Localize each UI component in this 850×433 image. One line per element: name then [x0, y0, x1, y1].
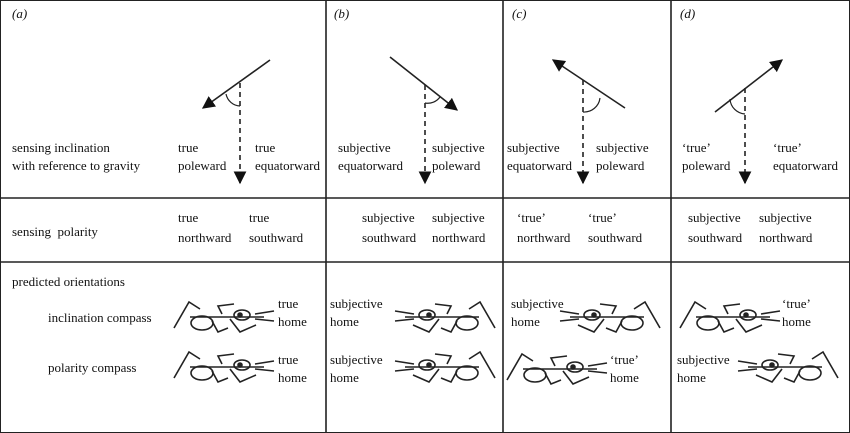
panel-label: (d)	[680, 6, 695, 21]
row-label: predicted orientations	[12, 274, 125, 289]
home-label: subjective	[330, 352, 383, 367]
cell-label: equatorward	[773, 158, 838, 173]
animal	[737, 351, 839, 383]
home-label: subjective	[330, 296, 383, 311]
home-label: ‘true’	[610, 352, 639, 367]
cell-label: true	[178, 140, 198, 155]
panel-label: (a)	[12, 6, 27, 21]
cell-label: northward	[759, 230, 813, 245]
animal	[173, 351, 275, 383]
cell-label: true	[249, 210, 269, 225]
animal	[679, 301, 781, 333]
home-label: home	[330, 370, 359, 385]
cell-label: subjective	[362, 210, 415, 225]
home-label: true	[278, 296, 298, 311]
cell-label: ‘true’	[682, 140, 711, 155]
cell-label: subjective	[759, 210, 812, 225]
panel-label: (c)	[512, 6, 526, 21]
home-label: home	[278, 314, 307, 329]
row-label: polarity compass	[48, 360, 136, 375]
arrows	[201, 56, 784, 185]
animal	[506, 353, 608, 385]
home-label: home	[278, 370, 307, 385]
cell-label: southward	[688, 230, 743, 245]
row-label: with reference to gravity	[12, 158, 141, 173]
cell-label: poleward	[432, 158, 481, 173]
cell-label: ‘true’	[588, 210, 617, 225]
animal	[394, 351, 496, 383]
cell-label: subjective	[338, 140, 391, 155]
animal	[173, 301, 275, 333]
cell-label: equatorward	[338, 158, 403, 173]
home-label: home	[511, 314, 540, 329]
home-label: ‘true’	[782, 296, 811, 311]
cell-label: subjective	[507, 140, 560, 155]
home-label: subjective	[677, 352, 730, 367]
cell-label: southward	[588, 230, 643, 245]
cell-label: northward	[178, 230, 232, 245]
row-label: sensing polarity	[12, 224, 98, 239]
animal	[559, 301, 661, 333]
cell-label: subjective	[688, 210, 741, 225]
cell-label: poleward	[178, 158, 227, 173]
animal	[394, 301, 496, 333]
cell-label: true	[178, 210, 198, 225]
cell-label: equatorward	[507, 158, 572, 173]
panel-label: (b)	[334, 6, 349, 21]
cell-label: southward	[249, 230, 304, 245]
home-label: true	[278, 352, 298, 367]
home-label: home	[610, 370, 639, 385]
home-label: home	[330, 314, 359, 329]
cell-label: southward	[362, 230, 417, 245]
cell-label: northward	[432, 230, 486, 245]
home-label: home	[677, 370, 706, 385]
cell-label: true	[255, 140, 275, 155]
cell-label: ‘true’	[517, 210, 546, 225]
animals	[173, 301, 839, 385]
cell-label: northward	[517, 230, 571, 245]
home-label: home	[782, 314, 811, 329]
cell-label: poleward	[596, 158, 645, 173]
cell-label: subjective	[432, 210, 485, 225]
home-label: subjective	[511, 296, 564, 311]
cell-label: poleward	[682, 158, 731, 173]
cell-label: subjective	[596, 140, 649, 155]
row-label: inclination compass	[48, 310, 152, 325]
cell-label: ‘true’	[773, 140, 802, 155]
cell-label: equatorward	[255, 158, 320, 173]
cell-label: subjective	[432, 140, 485, 155]
row-label: sensing inclination	[12, 140, 110, 155]
